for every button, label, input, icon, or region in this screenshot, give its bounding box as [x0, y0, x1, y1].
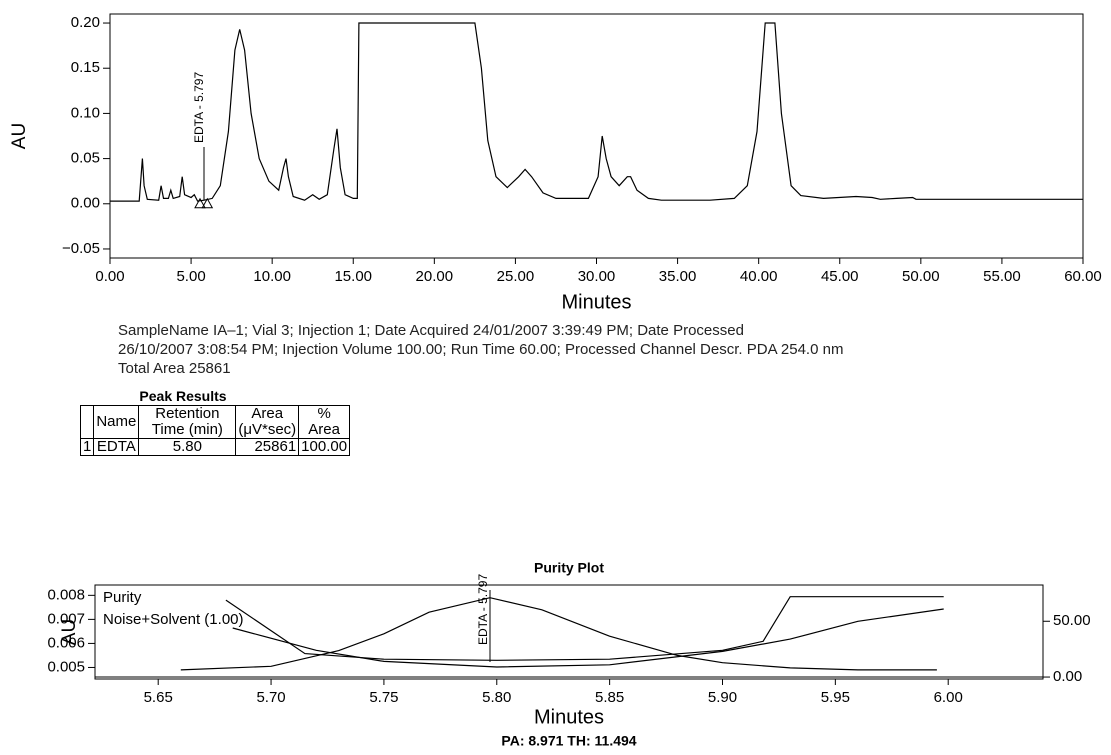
- cell: 5.80: [138, 438, 237, 456]
- x-tick-label: 5.90: [708, 689, 737, 706]
- y-tick-label: 0.10: [71, 104, 100, 121]
- caption: PA: 8.971 TH: 11.494: [501, 733, 636, 749]
- x-tick-label: 40.00: [740, 268, 778, 285]
- x-tick-label: 10.00: [253, 268, 291, 285]
- x-tick-label: 5.65: [144, 689, 173, 706]
- y-tick-label: 0.00: [71, 195, 100, 212]
- x-tick-label: 5.95: [821, 689, 850, 706]
- plot-frame: [94, 584, 1044, 680]
- x-axis-label: Minutes: [534, 706, 604, 728]
- peak-marker: [194, 197, 206, 209]
- x-tick-label: 6.00: [934, 689, 963, 706]
- cell: 1: [79, 438, 95, 456]
- legend-label: Purity: [103, 589, 142, 606]
- x-tick-label: 60.00: [1064, 268, 1102, 285]
- series-line: [110, 22, 1083, 202]
- x-tick-label: 25.00: [497, 268, 535, 285]
- legend-label: Noise+Solvent (1.00): [103, 611, 244, 628]
- x-tick-label: 5.70: [256, 689, 285, 706]
- table-title: Peak Results: [139, 388, 227, 404]
- x-tick-label: 50.00: [902, 268, 940, 285]
- series-line: [225, 596, 944, 661]
- sample-info: SampleName IA–1; Vial 3; Injection 1; Da…: [118, 321, 843, 378]
- chart-title: Purity Plot: [534, 560, 604, 576]
- x-tick-label: 15.00: [334, 268, 372, 285]
- header-row: Name Retention Time (min) Area (μV*sec) …: [79, 405, 351, 439]
- cell: 25861: [235, 438, 300, 456]
- y-tick-label: 0.20: [71, 14, 100, 31]
- y-axis-label: AU: [59, 619, 80, 645]
- cell: 100.00: [298, 438, 351, 456]
- y-tick-label: 0.007: [47, 610, 85, 627]
- series-line: [180, 597, 937, 671]
- y-tick-label: 0.005: [47, 658, 85, 675]
- plot-frame: [109, 13, 1084, 259]
- header-cell: Retention Time (min): [138, 405, 237, 439]
- series-line: [232, 608, 944, 668]
- header-cell: Area (μV*sec): [235, 405, 300, 439]
- info-line: Total Area 25861: [118, 360, 231, 377]
- x-tick-label: 20.00: [416, 268, 454, 285]
- info-line: 26/10/2007 3:08:54 PM; Injection Volume …: [118, 341, 844, 358]
- cell: EDTA: [93, 438, 140, 456]
- header-cell: Name: [93, 405, 140, 439]
- y-axis-label: AU: [9, 123, 30, 149]
- header-cell: % Area: [298, 405, 351, 439]
- x-tick-label: 0.00: [95, 268, 124, 285]
- y-tick-label: 0.008: [47, 586, 85, 603]
- y-tick-label: 0.05: [71, 150, 100, 167]
- row: 1 EDTA 5.80 25861 100.00: [79, 438, 351, 456]
- y2-tick-label: 50.00: [1053, 612, 1091, 629]
- x-tick-label: 5.80: [482, 689, 511, 706]
- header-cell: [79, 405, 95, 439]
- y-tick-label: −0.05: [62, 240, 100, 257]
- x-tick-label: 45.00: [821, 268, 859, 285]
- x-axis-label: Minutes: [561, 291, 631, 313]
- peak-marker: [201, 197, 214, 209]
- x-tick-label: 30.00: [578, 268, 616, 285]
- annotation: EDTA - 5.797: [192, 72, 206, 143]
- peak-table: Name Retention Time (min) Area (μV*sec) …: [79, 405, 351, 456]
- y-tick-label: 0.15: [71, 59, 100, 76]
- x-tick-label: 5.00: [176, 268, 205, 285]
- x-tick-label: 5.75: [369, 689, 398, 706]
- x-tick-label: 5.85: [595, 689, 624, 706]
- x-tick-label: 35.00: [659, 268, 697, 285]
- x-tick-label: 55.00: [983, 268, 1021, 285]
- annotation: EDTA - 5.797: [476, 574, 490, 645]
- y2-tick-label: 0.00: [1053, 668, 1082, 685]
- info-line: SampleName IA–1; Vial 3; Injection 1; Da…: [118, 322, 744, 339]
- y-tick-label: 0.006: [47, 634, 85, 651]
